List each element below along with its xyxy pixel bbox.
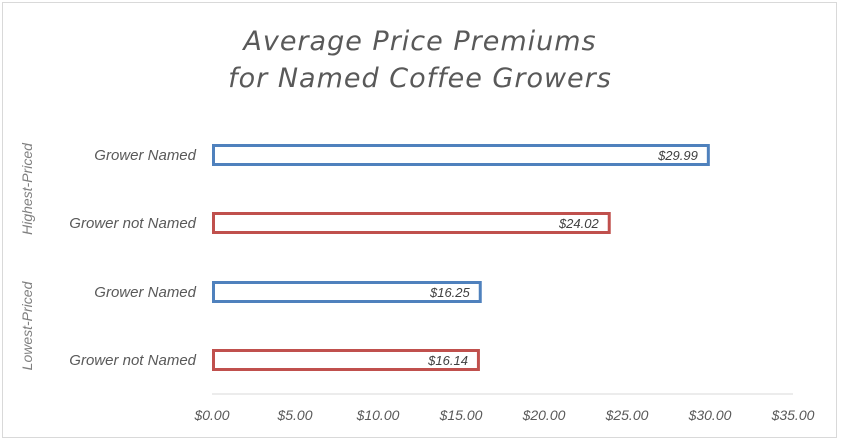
data-label-0-0: $29.99 (657, 148, 698, 163)
bar-0-0 (212, 144, 710, 166)
x-tick-label-0: $0.00 (193, 407, 229, 423)
x-tick-label-2: $10.00 (356, 407, 400, 423)
category-label-1-1: Grower not Named (69, 352, 196, 369)
x-tick-label-7: $35.00 (771, 407, 815, 423)
x-tick-label-6: $30.00 (688, 407, 732, 423)
data-label-0-1: $24.02 (558, 216, 600, 231)
category-label-0-0: Grower Named (94, 147, 196, 164)
group-label-1: Lowest-Priced (19, 280, 35, 370)
category-label-0-1: Grower not Named (69, 215, 196, 232)
chart-title-line-2: for Named Coffee Growers (228, 63, 612, 94)
category-label-1-0: Grower Named (94, 284, 196, 301)
chart-title-line-1: Average Price Premiums (241, 26, 596, 57)
group-label-0: Highest-Priced (19, 142, 35, 235)
x-tick-label-4: $20.00 (522, 407, 566, 423)
x-tick-label-5: $25.00 (605, 407, 649, 423)
bar-1-0 (212, 281, 482, 303)
x-tick-label-3: $15.00 (439, 407, 483, 423)
x-tick-label-1: $5.00 (276, 407, 312, 423)
bar-1-1 (212, 349, 480, 371)
data-label-1-1: $16.14 (427, 353, 468, 368)
bar-0-1 (212, 212, 611, 234)
data-label-1-0: $16.25 (429, 285, 471, 300)
